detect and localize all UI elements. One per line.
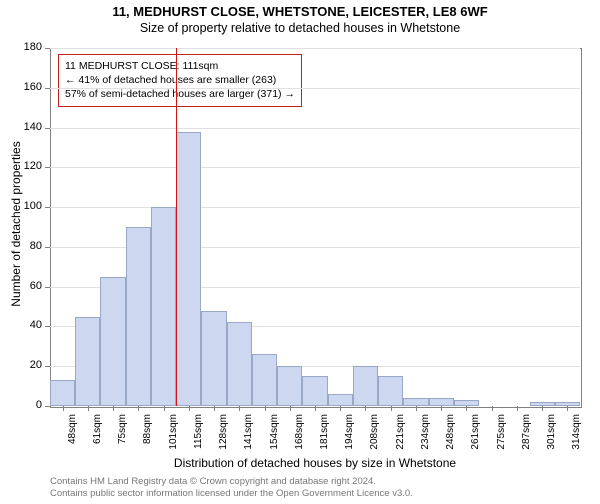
x-tick-label: 287sqm [521, 414, 532, 462]
histogram-bar [126, 227, 151, 406]
grid-line [50, 128, 580, 129]
histogram-bar [201, 311, 226, 406]
histogram-bar [100, 277, 125, 406]
x-tick-label: 75sqm [117, 414, 128, 462]
y-tick-label: 180 [16, 41, 42, 53]
x-tick-label: 115sqm [193, 414, 204, 462]
footer-line: Contains HM Land Registry data © Crown c… [50, 476, 580, 488]
page-subtitle: Size of property relative to detached ho… [0, 21, 600, 35]
histogram-bar [50, 380, 75, 406]
grid-line [50, 207, 580, 208]
x-tick-mark [214, 406, 215, 411]
footer-line: Contains public sector information licen… [50, 488, 580, 500]
grid-line [50, 167, 580, 168]
x-tick-label: 234sqm [420, 414, 431, 462]
x-tick-mark [239, 406, 240, 411]
info-box-line: 57% of semi-detached houses are larger (… [65, 87, 295, 101]
y-tick-label: 60 [16, 280, 42, 292]
y-tick-mark [45, 406, 50, 407]
grid-line [50, 88, 580, 89]
x-tick-mark [365, 406, 366, 411]
grid-line [50, 48, 580, 49]
y-tick-label: 160 [16, 81, 42, 93]
x-tick-mark [265, 406, 266, 411]
histogram-bar [277, 366, 302, 406]
info-box-line: ← 41% of detached houses are smaller (26… [65, 73, 295, 87]
histogram-bar [75, 317, 100, 407]
x-tick-mark [138, 406, 139, 411]
histogram-bar [176, 132, 201, 406]
x-tick-label: 208sqm [369, 414, 380, 462]
marker-line [176, 48, 177, 406]
x-tick-label: 128sqm [218, 414, 229, 462]
x-tick-label: 194sqm [344, 414, 355, 462]
x-tick-mark [63, 406, 64, 411]
histogram-bar [403, 398, 428, 406]
histogram-bar [353, 366, 378, 406]
x-tick-mark [391, 406, 392, 411]
y-tick-label: 140 [16, 121, 42, 133]
y-tick-mark [45, 207, 50, 208]
histogram-bar [328, 394, 353, 406]
y-tick-label: 120 [16, 160, 42, 172]
x-tick-mark [492, 406, 493, 411]
y-tick-label: 100 [16, 200, 42, 212]
x-tick-mark [290, 406, 291, 411]
y-tick-mark [45, 167, 50, 168]
x-tick-mark [164, 406, 165, 411]
x-tick-mark [340, 406, 341, 411]
x-tick-label: 248sqm [445, 414, 456, 462]
x-tick-mark [567, 406, 568, 411]
x-tick-label: 141sqm [243, 414, 254, 462]
histogram-bar [227, 322, 252, 406]
y-tick-mark [45, 326, 50, 327]
x-tick-label: 88sqm [142, 414, 153, 462]
x-tick-label: 101sqm [168, 414, 179, 462]
x-tick-mark [466, 406, 467, 411]
x-tick-label: 168sqm [294, 414, 305, 462]
y-axis-label: Number of detached properties [9, 124, 23, 324]
x-tick-label: 301sqm [546, 414, 557, 462]
y-tick-label: 20 [16, 359, 42, 371]
x-tick-label: 61sqm [92, 414, 103, 462]
y-tick-mark [45, 128, 50, 129]
y-tick-mark [45, 247, 50, 248]
x-tick-label: 261sqm [470, 414, 481, 462]
page-title: 11, MEDHURST CLOSE, WHETSTONE, LEICESTER… [0, 4, 600, 19]
histogram-bar [429, 398, 454, 406]
y-tick-label: 0 [16, 399, 42, 411]
x-tick-label: 181sqm [319, 414, 330, 462]
y-tick-mark [45, 366, 50, 367]
histogram-bar [252, 354, 277, 406]
x-tick-label: 314sqm [571, 414, 582, 462]
y-tick-label: 40 [16, 319, 42, 331]
x-tick-mark [416, 406, 417, 411]
histogram-bar [378, 376, 403, 406]
y-tick-mark [45, 48, 50, 49]
histogram-bar [302, 376, 327, 406]
info-box: 11 MEDHURST CLOSE: 111sqm ← 41% of detac… [58, 54, 302, 107]
x-tick-mark [517, 406, 518, 411]
info-box-line: 11 MEDHURST CLOSE: 111sqm [65, 59, 295, 73]
x-tick-mark [189, 406, 190, 411]
histogram-bar [151, 207, 176, 406]
x-tick-mark [88, 406, 89, 411]
x-tick-label: 48sqm [67, 414, 78, 462]
y-tick-label: 80 [16, 240, 42, 252]
x-tick-label: 275sqm [496, 414, 507, 462]
footer-attribution: Contains HM Land Registry data © Crown c… [50, 476, 580, 501]
x-tick-label: 154sqm [269, 414, 280, 462]
x-tick-mark [542, 406, 543, 411]
x-tick-mark [315, 406, 316, 411]
x-tick-mark [113, 406, 114, 411]
x-tick-mark [441, 406, 442, 411]
x-tick-label: 221sqm [395, 414, 406, 462]
y-tick-mark [45, 287, 50, 288]
y-tick-mark [45, 88, 50, 89]
